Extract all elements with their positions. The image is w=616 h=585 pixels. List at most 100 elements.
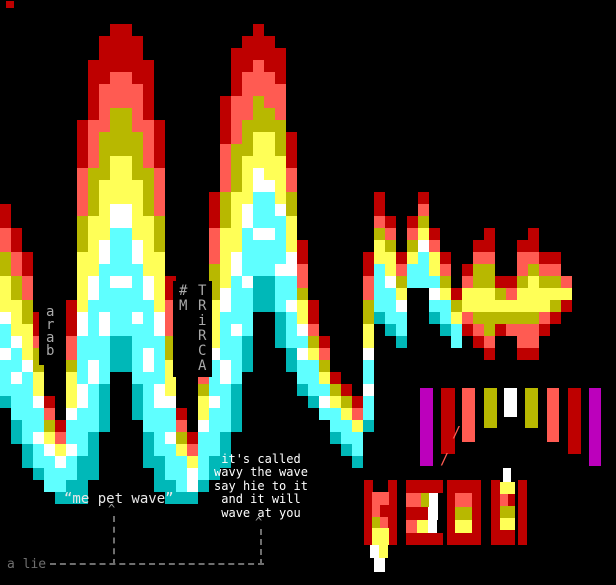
- wave-cell-ol: [220, 192, 231, 228]
- wave-cell-te: [220, 432, 231, 468]
- wave-cell-ol: [539, 276, 550, 288]
- wave-cell-ol: [484, 264, 495, 288]
- wave-cell-lc: [198, 432, 209, 456]
- wave-cell-ol: [33, 348, 44, 372]
- wave-cell-wh: [143, 276, 154, 300]
- wave-cell-lc: [264, 192, 275, 228]
- wave-cell-sa: [253, 60, 264, 96]
- wave-cell-ol: [132, 132, 143, 180]
- wave-cell-ye: [209, 300, 220, 348]
- wave-cell-lc: [66, 456, 77, 480]
- wave-cell-lc: [407, 276, 418, 288]
- wave-cell-te: [88, 432, 99, 480]
- wave-cell-sa: [0, 228, 11, 252]
- wave-cell-lc: [341, 420, 352, 432]
- wave-cell-ye: [220, 228, 231, 288]
- wave-cell-ol: [451, 300, 462, 312]
- meow-block: [421, 493, 429, 507]
- wave-cell-ye: [352, 420, 363, 432]
- wave-cell-sa: [462, 276, 473, 288]
- wave-cell-lc: [429, 300, 440, 312]
- wave-cell-te: [209, 456, 220, 480]
- wave-cell-ol: [550, 276, 561, 288]
- wave-cell-lc: [77, 336, 88, 384]
- wave-cell-dr: [528, 348, 539, 360]
- wave-cell-ol: [308, 336, 319, 348]
- wave-cell-sa: [528, 252, 539, 264]
- meow-block: [406, 507, 428, 520]
- wave-cell-ol: [154, 216, 165, 252]
- neon-bar-4: [504, 388, 517, 417]
- meow-block: [447, 480, 481, 493]
- wave-cell-dr: [286, 132, 297, 168]
- wave-cell-te: [308, 396, 319, 408]
- wave-cell-ye: [418, 228, 429, 240]
- wave-cell-dr: [506, 276, 517, 288]
- wave-cell-ye: [297, 300, 308, 324]
- wave-cell-ye: [286, 216, 297, 252]
- wave-cell-dr: [187, 432, 198, 444]
- wave-cell-lc: [231, 276, 242, 324]
- wave-cell-ol: [297, 288, 308, 300]
- wave-cell-ye: [132, 180, 143, 240]
- wave-cell-sa: [275, 84, 286, 120]
- meow-block: [370, 545, 379, 558]
- wave-cell-sa: [187, 444, 198, 456]
- wave-cell-wh: [220, 288, 231, 312]
- wave-cell-te: [429, 312, 440, 324]
- caption-wavy-paragraph: it's called wavy the wave say hie to it …: [214, 452, 308, 520]
- wave-cell-ol: [11, 276, 22, 300]
- meow-block: [500, 506, 515, 518]
- wave-cell-lc: [209, 408, 220, 456]
- wave-cell-dr: [88, 60, 99, 120]
- wave-cell-sa: [132, 84, 143, 132]
- wave-cell-wh: [11, 336, 22, 348]
- meow-block: [428, 507, 438, 520]
- wave-cell-wh: [88, 360, 99, 384]
- wave-cell-sa: [429, 240, 440, 252]
- meow-block: [406, 533, 443, 545]
- wave-cell-sa: [539, 264, 550, 276]
- wave-cell-lc: [143, 300, 154, 348]
- wave-cell-lc: [297, 360, 308, 384]
- wave-cell-wh: [66, 444, 77, 456]
- wave-cell-dr: [352, 396, 363, 408]
- wave-cell-lc: [396, 312, 407, 324]
- wave-cell-sa: [209, 228, 220, 264]
- wave-cell-ol: [121, 108, 132, 156]
- wave-cell-wh: [143, 348, 154, 372]
- wave-cell-ol: [418, 216, 429, 228]
- wave-cell-wh: [0, 312, 11, 324]
- wave-cell-ye: [539, 288, 550, 312]
- wave-cell-te: [385, 324, 396, 336]
- wave-cell-wh: [363, 348, 374, 360]
- wave-cell-ol: [44, 420, 55, 432]
- wave-cell-ol: [506, 312, 517, 324]
- wave-cell-sa: [506, 324, 517, 336]
- neon-bar-5: [525, 388, 538, 428]
- neon-bar-3: [484, 388, 497, 428]
- wave-cell-te: [33, 468, 44, 480]
- wave-cell-te: [132, 384, 143, 420]
- meow-block: [500, 518, 515, 530]
- wave-cell-te: [99, 384, 110, 432]
- wave-cell-lc: [396, 324, 407, 336]
- wave-cell-wh: [385, 276, 396, 288]
- wave-cell-sa: [198, 372, 209, 384]
- wave-cell-lc: [44, 468, 55, 492]
- wave-cell-lc: [374, 264, 385, 288]
- wave-cell-te: [121, 336, 132, 372]
- wave-cell-ye: [506, 300, 517, 312]
- meow-block: [428, 520, 437, 533]
- wave-cell-wh: [275, 204, 286, 216]
- wave-cell-dr: [418, 192, 429, 204]
- wave-cell-lc: [231, 336, 242, 384]
- wave-cell-sa: [22, 276, 33, 300]
- wave-cell-ye: [429, 252, 440, 276]
- wave-cell-sa: [517, 324, 528, 348]
- wave-cell-ye: [55, 444, 66, 456]
- wave-cell-wh: [154, 312, 165, 336]
- wave-cell-wh: [165, 432, 176, 444]
- wave-cell-lc: [352, 432, 363, 444]
